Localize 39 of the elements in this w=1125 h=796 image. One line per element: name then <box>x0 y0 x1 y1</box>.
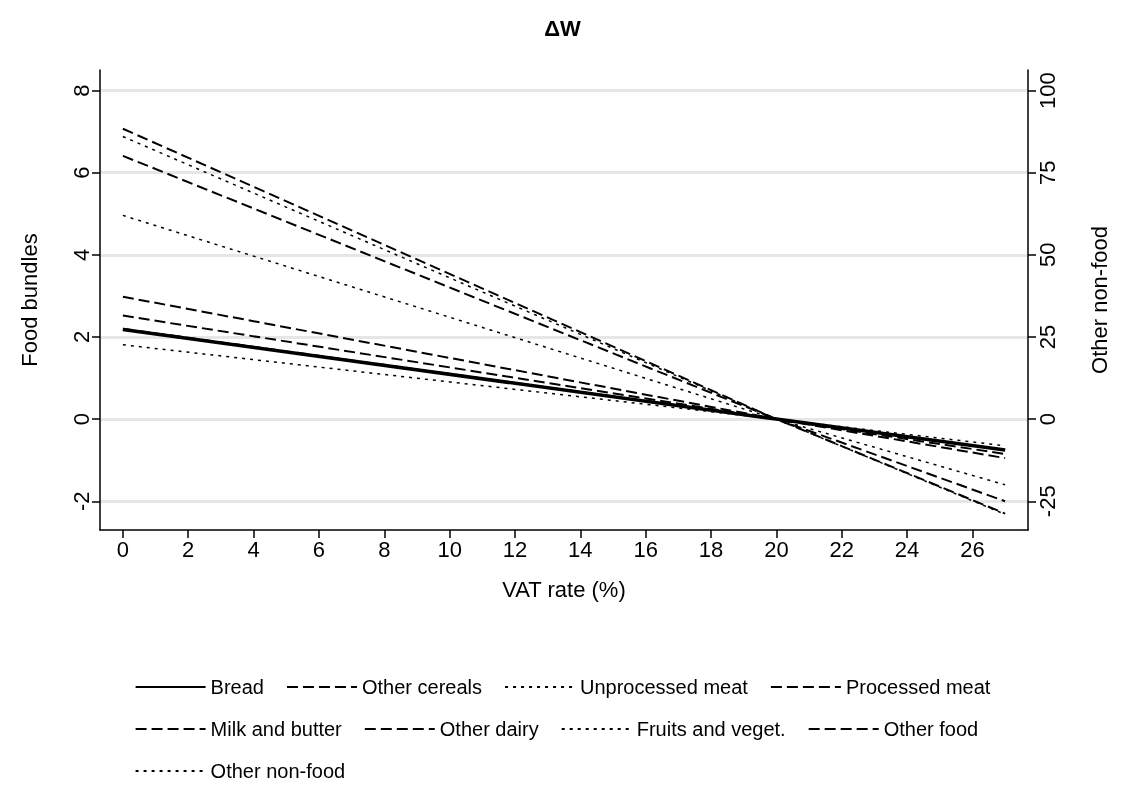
y2-axis-title: Other non-food <box>1086 226 1112 374</box>
x-tick-label: 8 <box>378 536 391 562</box>
x-tick-label: 24 <box>894 536 920 562</box>
y-tick-label: 4 <box>68 248 94 261</box>
x-tick-label: 12 <box>502 536 528 562</box>
legend-label: Processed meat <box>845 676 991 698</box>
x-tick-label: 20 <box>764 536 789 562</box>
y-tick-label: 6 <box>68 166 94 179</box>
x-tick-label: 2 <box>182 536 195 562</box>
x-tick-label: 22 <box>829 536 854 562</box>
legend-label: Other food <box>883 718 979 740</box>
y-tick-label: 8 <box>68 84 94 97</box>
x-tick-label: 10 <box>437 536 462 562</box>
legend-label: Milk and butter <box>210 718 343 740</box>
y-tick-label: 0 <box>68 412 94 426</box>
y-tick-label: -2 <box>68 491 94 512</box>
x-tick-label: 6 <box>312 536 326 562</box>
y2-tick-label: 75 <box>1034 160 1060 185</box>
legend-label: Unprocessed meat <box>580 676 749 698</box>
legend-label: Other dairy <box>439 718 539 740</box>
x-axis-title: VAT rate (%) <box>502 576 626 602</box>
x-tick-label: 26 <box>960 536 985 562</box>
y2-tick-label: 0 <box>1034 412 1060 426</box>
legend-label: Other cereals <box>361 676 483 698</box>
chart-title: ΔW <box>544 15 582 41</box>
legend-label: Fruits and veget. <box>636 718 786 740</box>
x-tick-label: 14 <box>568 536 593 562</box>
y2-tick-label: 100 <box>1034 72 1060 109</box>
y-tick-label: 2 <box>68 330 94 344</box>
y2-tick-label: 50 <box>1034 242 1060 268</box>
x-tick-label: 4 <box>247 536 260 562</box>
y-axis-title: Food bundles <box>16 233 42 367</box>
x-tick-label: 0 <box>116 536 129 562</box>
y2-tick-label: -25 <box>1034 485 1060 518</box>
legend-label: Bread <box>210 676 264 698</box>
x-tick-label: 16 <box>633 536 658 562</box>
legend-label: Other non-food <box>210 760 346 782</box>
x-tick-label: 18 <box>698 536 724 562</box>
y2-tick-label: 25 <box>1034 324 1060 350</box>
